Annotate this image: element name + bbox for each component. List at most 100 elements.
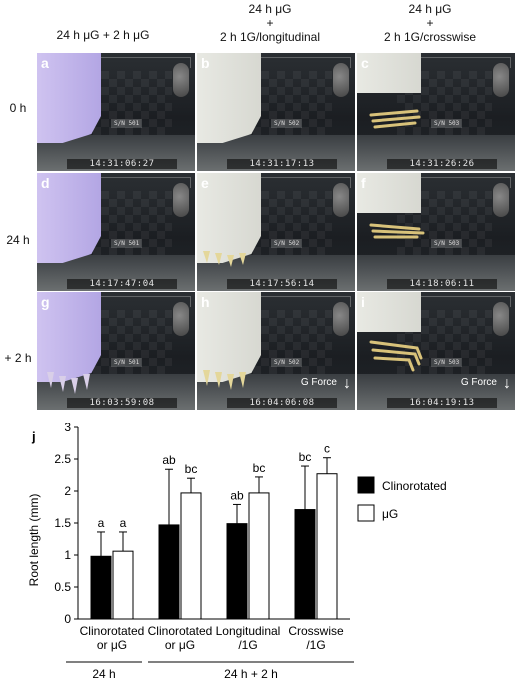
bar-clinorotated — [158, 524, 180, 620]
panel-letter-j: j — [31, 429, 36, 444]
serial-label: S/N 502 — [271, 239, 303, 248]
timestamp: 14:18:06:11 — [387, 279, 497, 289]
significance-letter: ab — [230, 488, 244, 502]
column-header-3: 24 h μG + 2 h 1G/crosswise — [383, 2, 477, 44]
y-tick-label: 1 — [64, 548, 71, 562]
screw-icon — [333, 63, 349, 97]
group-label: 24 h + 2 h — [224, 667, 278, 681]
legend-swatch — [357, 476, 375, 494]
timestamp: 16:03:59:08 — [67, 398, 177, 408]
screw-icon — [173, 302, 189, 336]
roots-icon — [47, 372, 90, 394]
photo-panel-h: S/N 502 h G Force ↓ 16:04:06:08 — [197, 292, 355, 410]
panel-letter: e — [201, 175, 209, 191]
significance-letter: a — [98, 516, 105, 530]
row-label-0h: 0 h — [9, 101, 27, 115]
x-tick-label: Clinorotated — [148, 624, 213, 638]
photo-panel-c: S/N 503 c 14:31:26:26 — [357, 53, 515, 171]
column-header-2: 24 h μG + 2 h 1G/longitudinal — [219, 2, 321, 44]
y-tick-label: 2 — [64, 484, 71, 498]
photo-panel-d: S/N 501 d 14:17:47:04 — [37, 173, 195, 291]
arrow-down-icon: ↓ — [343, 375, 351, 392]
serial-label: S/N 501 — [111, 119, 143, 128]
serial-label: S/N 501 — [111, 358, 143, 367]
x-tick-label: or μG — [97, 638, 127, 652]
screw-icon — [173, 63, 189, 97]
bar-ug — [316, 473, 338, 620]
timestamp: 16:04:06:08 — [227, 398, 337, 408]
row-label-24h: 24 h — [6, 233, 30, 247]
row-label-plus2h: + 2 h — [4, 351, 32, 365]
serial-label: S/N 502 — [271, 119, 303, 128]
screw-icon — [493, 183, 509, 217]
significance-letter: c — [324, 442, 330, 456]
panel-letter: g — [41, 294, 50, 310]
y-tick-label: 3 — [64, 423, 71, 434]
y-axis-label: Root length (mm) — [27, 494, 41, 587]
significance-letter: a — [120, 516, 127, 530]
significance-letter: bc — [299, 450, 312, 464]
timestamp: 14:31:06:27 — [67, 159, 177, 169]
serial-label: S/N 502 — [271, 358, 303, 367]
roots-icon — [203, 370, 246, 390]
gforce-label: G Force — [460, 377, 497, 388]
panel-letter: d — [41, 175, 50, 191]
serial-label: S/N 503 — [431, 119, 463, 128]
timestamp: 14:17:56:14 — [227, 279, 337, 289]
arrow-down-icon: ↓ — [503, 375, 511, 392]
panel-letter: a — [41, 55, 49, 71]
photo-panel-g: S/N 501 g 16:03:59:08 — [37, 292, 195, 410]
screw-icon — [173, 183, 189, 217]
bar-clinorotated — [294, 509, 316, 620]
x-tick-label: /1G — [306, 638, 325, 652]
roots-crosswise-icon — [369, 340, 423, 372]
gforce-label: G Force — [300, 377, 337, 388]
photo-panel-f: S/N 503 f 14:18:06:11 — [357, 173, 515, 291]
panel-letter: i — [361, 294, 365, 310]
x-tick-label: Clinorotated — [80, 624, 145, 638]
photo-panel-a: S/N 501 a 14:31:06:27 — [37, 53, 195, 171]
serial-label: S/N 501 — [111, 239, 143, 248]
y-tick-label: 1.5 — [54, 516, 71, 530]
group-label: 24 h — [92, 667, 115, 681]
bar-clinorotated — [226, 523, 248, 620]
significance-letter: bc — [185, 462, 198, 476]
bar-ug — [248, 492, 270, 620]
y-tick-label: 0.5 — [54, 580, 71, 594]
bar-ug — [180, 492, 202, 620]
x-tick-label: Crosswise — [288, 624, 344, 638]
timestamp: 14:17:47:04 — [67, 279, 177, 289]
bar-clinorotated — [90, 555, 112, 620]
x-tick-label: Longitudinal — [216, 624, 281, 638]
significance-letter: ab — [162, 453, 176, 467]
roots-crosswise-icon — [369, 223, 425, 239]
timestamp: 16:04:19:13 — [387, 398, 497, 408]
photo-panel-e: S/N 502 e 14:17:56:14 — [197, 173, 355, 291]
screw-icon — [333, 302, 349, 336]
roots-icon — [203, 251, 246, 267]
y-tick-label: 2.5 — [54, 452, 71, 466]
x-tick-label: or μG — [165, 638, 195, 652]
photo-panel-b: S/N 502 b 14:31:17:13 — [197, 53, 355, 171]
serial-label: S/N 503 — [431, 239, 463, 248]
roots-crosswise-icon — [369, 109, 421, 129]
legend-label: μG — [382, 507, 398, 521]
panel-letter: b — [201, 55, 210, 71]
y-tick-label: 0 — [64, 612, 71, 626]
photo-panel-i: S/N 503 i G Force ↓ 16:04:19:13 — [357, 292, 515, 410]
root-length-chart: j Root length (mm) 00.511.522.53 a aabbca… — [27, 423, 447, 681]
legend-swatch — [357, 504, 375, 522]
screw-icon — [333, 183, 349, 217]
screw-icon — [493, 63, 509, 97]
panel-letter: h — [201, 294, 210, 310]
column-header-1: 24 h μG + 2 h μG — [56, 28, 150, 42]
panel-letter: f — [361, 175, 366, 191]
timestamp: 14:31:26:26 — [387, 159, 497, 169]
bar-ug — [112, 550, 134, 620]
panel-letter: c — [361, 55, 369, 71]
x-tick-label: /1G — [238, 638, 257, 652]
serial-label: S/N 503 — [431, 358, 463, 367]
timestamp: 14:31:17:13 — [227, 159, 337, 169]
significance-letter: bc — [253, 461, 266, 475]
legend-label: Clinorotated — [382, 479, 447, 493]
